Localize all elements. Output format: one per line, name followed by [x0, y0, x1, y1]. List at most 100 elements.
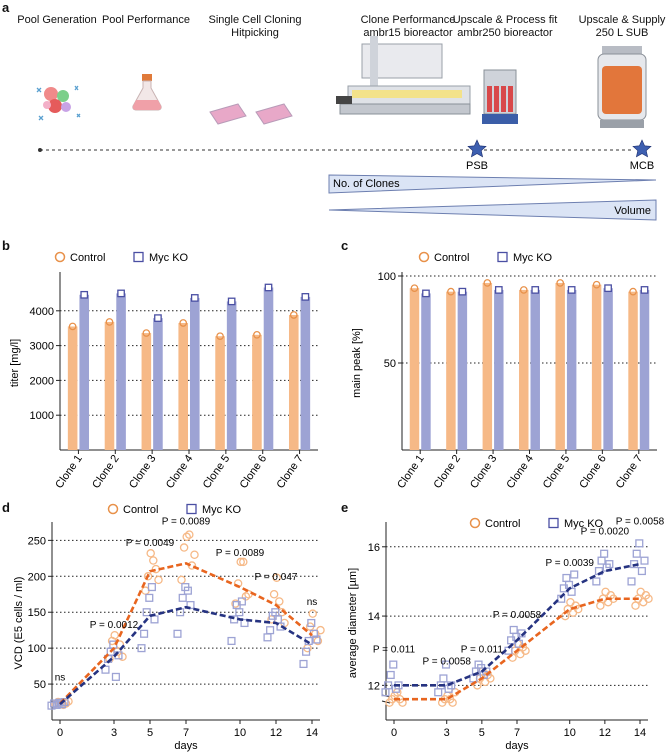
point-myc-ko	[307, 618, 316, 628]
point-control	[629, 287, 637, 296]
x-tick-label: 5	[479, 727, 485, 739]
point-myc-ko	[458, 287, 467, 296]
bar-myc-ko	[190, 297, 200, 450]
p-value-label: ns	[307, 597, 318, 608]
x-tick-label: 7	[514, 727, 520, 739]
bar-control	[67, 326, 78, 450]
x-tick-label: 3	[111, 727, 117, 739]
point-control	[289, 311, 298, 319]
point-myc-ko	[640, 286, 649, 294]
point-myc-ko	[567, 286, 576, 294]
point-control	[143, 572, 153, 581]
point-control	[398, 698, 407, 707]
point-myc-ko	[384, 681, 393, 690]
stage-title: Single Cell Cloning	[208, 14, 302, 26]
flask-icon	[132, 74, 162, 111]
legend: Control Myc KO	[54, 251, 189, 264]
x-tick-label: 0	[391, 727, 397, 739]
point-control	[236, 557, 245, 567]
p-value-label: P = 0.011	[461, 644, 504, 655]
clones-wedge	[328, 174, 657, 194]
stage-title: Upscale & Process fit	[452, 14, 558, 26]
x-tick-label: 14	[634, 727, 646, 739]
x-tick-label: 10	[234, 727, 246, 739]
point-myc-ko	[422, 289, 430, 298]
y-tick-label: 200	[28, 571, 46, 583]
bar-control	[519, 289, 529, 450]
mean-line-control	[394, 597, 640, 701]
legend: Control Myc KO	[107, 503, 242, 516]
point-control	[216, 332, 224, 341]
panel-c-letter: c	[341, 238, 349, 253]
bar-myc-ko	[300, 296, 311, 450]
point-control	[190, 550, 199, 559]
point-myc-ko	[264, 283, 273, 292]
bar-control	[555, 282, 565, 450]
bar-myc-ko	[530, 289, 540, 450]
point-control	[110, 630, 119, 640]
panel-a-letter: a	[2, 0, 10, 15]
legend-myc-marker	[497, 251, 508, 263]
bar-control	[628, 291, 638, 450]
point-myc-ko	[237, 597, 246, 606]
point-control	[639, 597, 648, 607]
p-value-label: P = 0.047	[255, 572, 298, 583]
legend-control-label: Control	[434, 252, 469, 264]
x-tick-label: Clone 6	[577, 453, 609, 491]
y-tick-label: 3000	[30, 341, 54, 353]
bar-myc-ko	[457, 291, 468, 450]
panel-e-letter: e	[341, 500, 349, 515]
y-tick-label: 14	[368, 611, 380, 623]
point-myc-ko	[567, 587, 576, 596]
stage-label: Single Cell Cloning Hitpicking	[185, 14, 325, 40]
bar-myc-ko	[603, 288, 613, 450]
point-control	[272, 573, 281, 582]
legend-control-marker	[54, 251, 66, 263]
x-tick-label: 10	[564, 727, 576, 739]
milestone-psb: PSB	[466, 160, 488, 172]
timeline-start	[38, 148, 42, 152]
point-myc-ko	[178, 593, 187, 602]
point-control	[308, 609, 317, 618]
stage-label: Upscale & Process fit ambr250 bioreactor	[435, 14, 575, 40]
x-tick-label: Clone 4	[164, 453, 196, 491]
point-myc-ko	[312, 635, 321, 644]
x-tick-label: Clone 2	[90, 453, 122, 491]
stage-subtitle: ambr15 bioreactor	[363, 27, 453, 39]
p-value-label: P = 0.0058	[493, 610, 542, 621]
point-myc-ko	[140, 629, 149, 638]
y-tick-label: 2000	[30, 375, 54, 387]
point-control	[447, 287, 455, 296]
x-tick-label: 14	[306, 727, 318, 739]
bar-myc-ko	[226, 301, 237, 450]
y-tick-label: 100	[28, 643, 46, 655]
point-myc-ko	[190, 294, 199, 302]
point-myc-ko	[632, 549, 641, 558]
point-myc-ko	[154, 314, 162, 322]
point-myc-ko	[439, 674, 448, 683]
mean-line-myc-ko	[59, 605, 313, 706]
point-myc-ko	[50, 699, 59, 708]
point-control	[253, 330, 261, 339]
point-myc-ko	[145, 593, 154, 602]
stage-title: Pool Generation	[17, 14, 97, 26]
point-myc-ko	[434, 688, 443, 697]
y-tick-label: 100	[378, 271, 396, 283]
sub-icon	[597, 46, 647, 128]
vcd-line-chart: Control Myc KO 50 100 150 200 250 0 3 5 7 10 12 14 day…	[13, 503, 325, 752]
point-control	[275, 597, 284, 606]
point-myc-ko	[263, 633, 272, 642]
point-myc-ko	[494, 286, 503, 294]
point-control	[631, 601, 640, 610]
p-value-label: P = 0.0012	[90, 620, 139, 631]
p-value-label: P = 0.0020	[581, 527, 630, 538]
point-myc-ko	[183, 586, 192, 595]
point-control	[149, 556, 158, 565]
legend: Control Myc KO	[418, 251, 553, 264]
point-control	[410, 284, 419, 293]
x-axis-label: days	[505, 740, 529, 752]
point-myc-ko	[52, 700, 61, 709]
workflow-diagram: PSB MCB No. of Clones Volume	[36, 36, 657, 221]
bar-control	[288, 314, 299, 450]
